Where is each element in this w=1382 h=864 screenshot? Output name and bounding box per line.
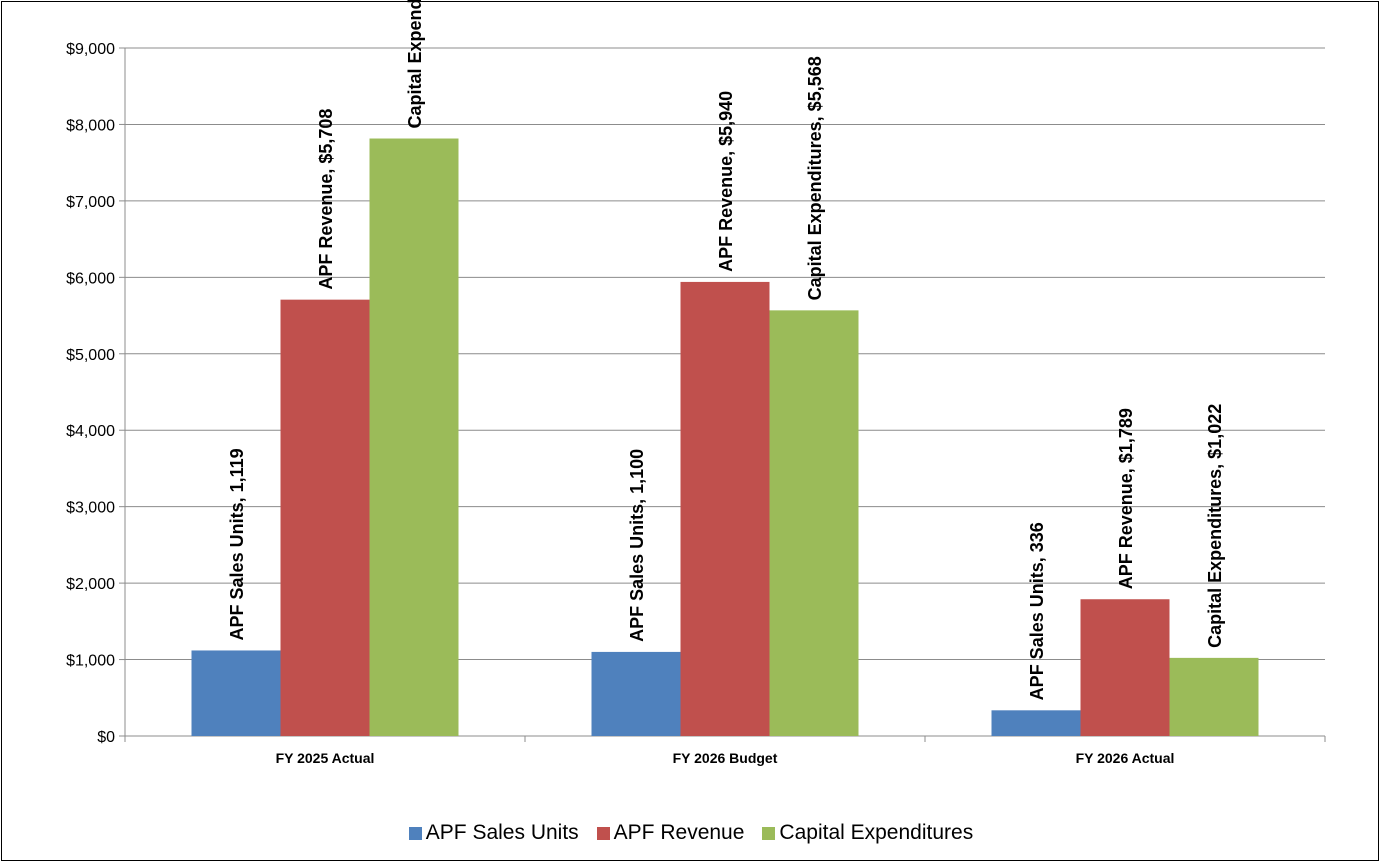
y-tick-label: $7,000 <box>66 194 115 211</box>
y-tick-label: $9,000 <box>66 41 115 58</box>
legend-swatch <box>762 826 776 840</box>
bar <box>1080 599 1170 736</box>
data-label: APF Revenue, $1,789 <box>1116 408 1136 589</box>
data-label: APF Sales Units, 336 <box>1027 522 1047 700</box>
legend: APF Sales Units APF Revenue Capital Expend… <box>0 818 1382 848</box>
legend-item: APF Sales Units <box>408 821 579 845</box>
y-tick-label: $1,000 <box>66 653 115 670</box>
category-label: FY 2026 Actual <box>1076 750 1175 766</box>
bar <box>1169 657 1259 736</box>
data-label: APF Sales Units, 1,119 <box>227 448 247 640</box>
bar <box>369 138 459 736</box>
bar <box>280 299 370 736</box>
data-label: APF Revenue, $5,708 <box>316 109 336 290</box>
category-label: FY 2025 Actual <box>276 750 375 766</box>
data-label: APF Sales Units, 1,100 <box>627 449 647 642</box>
legend-swatch <box>408 826 422 840</box>
data-label: Capital Expenditures, $5,568 <box>805 56 825 300</box>
data-label: Capital Expenditures, $7,816 <box>405 0 425 129</box>
data-label: APF Revenue, $5,940 <box>716 91 736 272</box>
y-tick-label: $5,000 <box>66 347 115 364</box>
y-tick-label: $2,000 <box>66 576 115 593</box>
legend-label: APF Revenue <box>613 821 745 844</box>
legend-swatch <box>596 826 610 840</box>
legend-label: APF Sales Units <box>425 821 579 844</box>
bar <box>991 710 1081 736</box>
legend-item: APF Revenue <box>596 821 745 845</box>
bar <box>769 310 859 736</box>
y-tick-label: $3,000 <box>66 500 115 517</box>
legend-item: Capital Expenditures <box>762 821 973 845</box>
data-label: Capital Expenditures, $1,022 <box>1205 404 1225 648</box>
bar <box>191 650 281 736</box>
bar <box>591 651 681 736</box>
category-label: FY 2026 Budget <box>673 750 778 766</box>
bar <box>680 281 770 736</box>
y-tick-label: $4,000 <box>66 423 115 440</box>
y-tick-label: $0 <box>97 729 115 746</box>
y-tick-label: $6,000 <box>66 270 115 287</box>
y-tick-label: $8,000 <box>66 117 115 134</box>
legend-label: Capital Expenditures <box>779 821 974 844</box>
